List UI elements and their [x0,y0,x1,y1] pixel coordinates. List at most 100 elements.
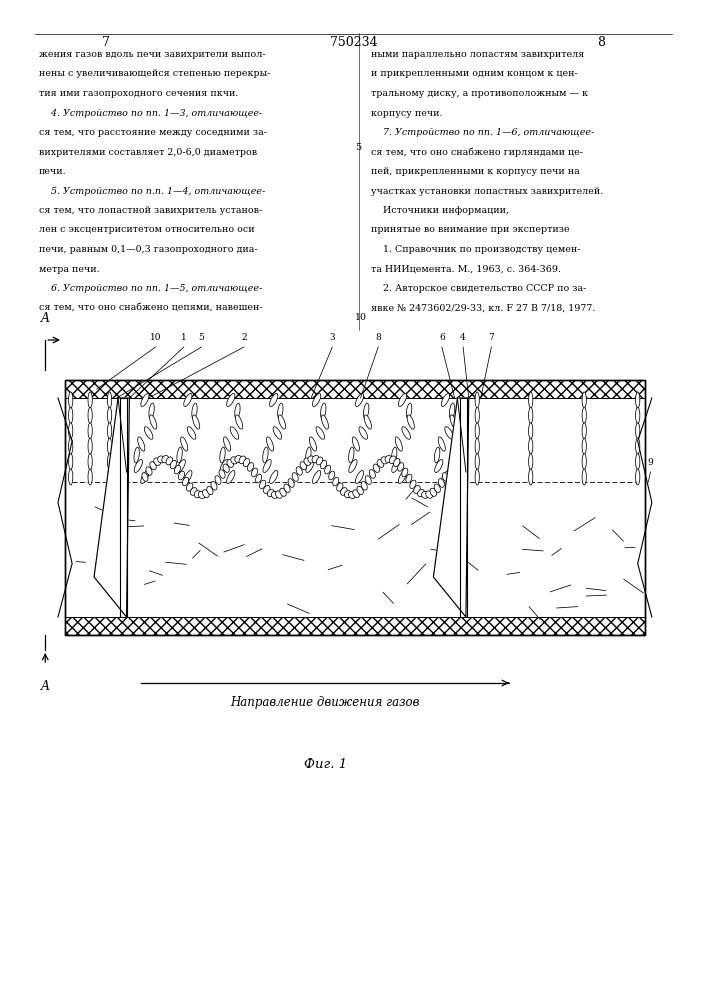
Ellipse shape [310,437,317,451]
Text: и прикрепленными одним концом к цен-: и прикрепленными одним концом к цен- [371,70,578,79]
Ellipse shape [288,479,294,487]
Text: лен с эксцентриситетом относительно оси: лен с эксцентриситетом относительно оси [39,226,255,234]
Ellipse shape [407,415,414,429]
Text: 7. Устройство по пп. 1—6, отличающее-: 7. Устройство по пп. 1—6, отличающее- [371,128,595,137]
Ellipse shape [184,394,192,406]
Ellipse shape [88,407,92,423]
Ellipse shape [325,465,331,474]
Ellipse shape [320,403,326,419]
Ellipse shape [138,437,145,451]
Ellipse shape [146,467,152,475]
Ellipse shape [434,484,440,493]
Ellipse shape [636,407,640,423]
Text: Фиг. 1: Фиг. 1 [304,758,346,771]
Ellipse shape [316,427,325,439]
Text: принятые во внимание при экспертизе: принятые во внимание при экспертизе [371,226,570,234]
Ellipse shape [445,427,453,439]
Ellipse shape [187,483,193,491]
Ellipse shape [170,460,177,469]
Text: ся тем, что оно снабжено цепями, навешен-: ся тем, что оно снабжено цепями, навешен… [39,304,262,313]
Text: 5: 5 [355,143,361,152]
Text: тия ими газопроходного сечения пкчи.: тия ими газопроходного сечения пкчи. [39,89,238,98]
Ellipse shape [438,479,445,487]
Text: вихрителями составляет 2,0-6,0 диаметров: вихрителями составляет 2,0-6,0 диаметров [39,148,257,157]
Ellipse shape [134,460,142,472]
Ellipse shape [107,392,112,408]
Ellipse shape [296,467,303,475]
Text: 10: 10 [150,333,161,342]
Ellipse shape [150,415,157,429]
Bar [460,398,467,617]
Ellipse shape [177,460,185,472]
Ellipse shape [264,485,270,493]
Ellipse shape [88,438,92,454]
Ellipse shape [227,394,235,406]
Ellipse shape [636,469,640,485]
Ellipse shape [402,468,408,477]
Ellipse shape [259,480,266,489]
Text: пей, прикрепленными к корпусу печи на: пей, прикрепленными к корпусу печи на [371,167,580,176]
Ellipse shape [162,456,169,463]
Bar [65,380,645,635]
Ellipse shape [144,427,153,439]
Ellipse shape [385,456,392,463]
Ellipse shape [273,427,281,439]
Text: ся тем, что лопастной завихритель установ-: ся тем, что лопастной завихритель устано… [39,206,262,215]
Ellipse shape [269,394,278,406]
Ellipse shape [397,463,404,471]
Text: Направление движения газов: Направление движения газов [230,696,420,709]
Text: 5: 5 [199,333,204,342]
Ellipse shape [247,463,254,471]
Ellipse shape [239,456,246,464]
Text: ся тем, что оно снабжено гирляндами це-: ся тем, что оно снабжено гирляндами це- [371,148,583,157]
Ellipse shape [306,460,314,472]
Ellipse shape [284,484,290,493]
Text: печи.: печи. [39,167,66,176]
Ellipse shape [529,423,533,439]
Ellipse shape [529,392,533,408]
Ellipse shape [235,415,243,429]
Text: метра печи.: метра печи. [39,265,100,274]
Ellipse shape [220,447,226,463]
Ellipse shape [402,427,411,439]
Text: 6. Устройство по пп. 1—5, отличающее-: 6. Устройство по пп. 1—5, отличающее- [39,284,262,293]
Ellipse shape [243,458,250,467]
Ellipse shape [107,407,112,423]
Ellipse shape [202,490,209,498]
Ellipse shape [269,471,278,483]
Ellipse shape [392,460,400,472]
Ellipse shape [166,457,173,465]
Ellipse shape [321,415,329,429]
Ellipse shape [421,491,428,498]
Text: жения газов вдоль печи завихрители выпол-: жения газов вдоль печи завихрители выпол… [39,50,266,59]
Ellipse shape [141,394,149,406]
Ellipse shape [349,491,356,499]
Ellipse shape [69,423,73,439]
Ellipse shape [316,457,323,465]
Ellipse shape [230,427,239,439]
Ellipse shape [352,437,359,451]
Ellipse shape [529,407,533,423]
Ellipse shape [341,488,347,495]
Ellipse shape [441,394,450,406]
Ellipse shape [337,483,343,491]
Ellipse shape [418,489,424,497]
Ellipse shape [88,423,92,439]
Ellipse shape [582,392,586,408]
Ellipse shape [235,403,240,419]
Text: 4: 4 [460,333,466,342]
Polygon shape [433,398,469,617]
Ellipse shape [475,469,479,485]
Text: 7: 7 [102,35,110,48]
Ellipse shape [107,423,112,439]
Ellipse shape [267,489,274,497]
Ellipse shape [312,394,321,406]
Ellipse shape [198,491,205,499]
Ellipse shape [107,438,112,454]
Ellipse shape [88,392,92,408]
Ellipse shape [369,470,375,478]
Ellipse shape [69,392,73,408]
Ellipse shape [450,415,457,429]
Ellipse shape [414,485,420,493]
Ellipse shape [475,407,479,423]
